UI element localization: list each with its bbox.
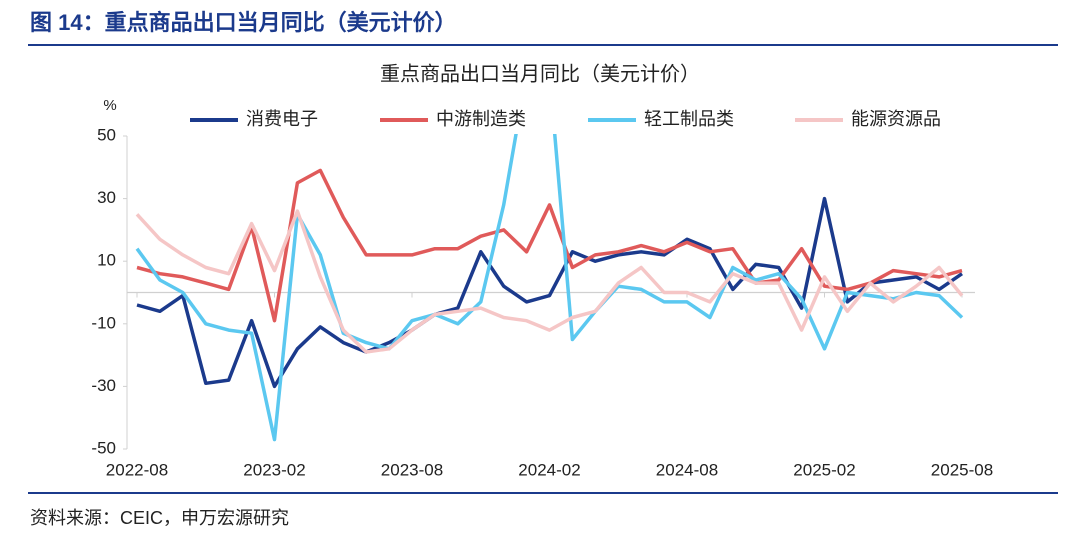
x-tick-label: 2025-08	[931, 460, 993, 479]
y-unit: %	[103, 97, 116, 114]
y-tick-label: 30	[97, 188, 116, 207]
plot-area	[135, 134, 964, 442]
figure-title: 图 14：重点商品出口当月同比（美元计价）	[30, 10, 457, 35]
series-line	[135, 209, 964, 354]
series-line	[136, 196, 963, 389]
legend-label: 中游制造类	[436, 109, 526, 129]
x-tick-label: 2023-02	[243, 460, 305, 479]
series-line	[135, 134, 964, 442]
x-tick-label: 2024-02	[518, 460, 580, 479]
legend-label: 能源资源品	[851, 109, 941, 129]
y-tick-label: 10	[97, 251, 116, 270]
x-tick-label: 2025-02	[793, 460, 855, 479]
legend-label: 轻工制品类	[644, 109, 734, 129]
chart-title: 重点商品出口当月同比（美元计价）	[380, 62, 700, 85]
source: 资料来源：CEIC，申万宏源研究	[30, 508, 289, 528]
x-tick-label: 2024-08	[656, 460, 718, 479]
y-tick-label: 50	[97, 125, 116, 144]
x-tick-label: 2022-08	[106, 460, 168, 479]
series-line	[136, 168, 963, 323]
y-tick-label: -10	[91, 313, 116, 332]
y-tick-label: -50	[91, 438, 116, 457]
x-tick-label: 2023-08	[381, 460, 443, 479]
y-tick-label: -30	[91, 376, 116, 395]
legend-label: 消费电子	[246, 109, 318, 129]
